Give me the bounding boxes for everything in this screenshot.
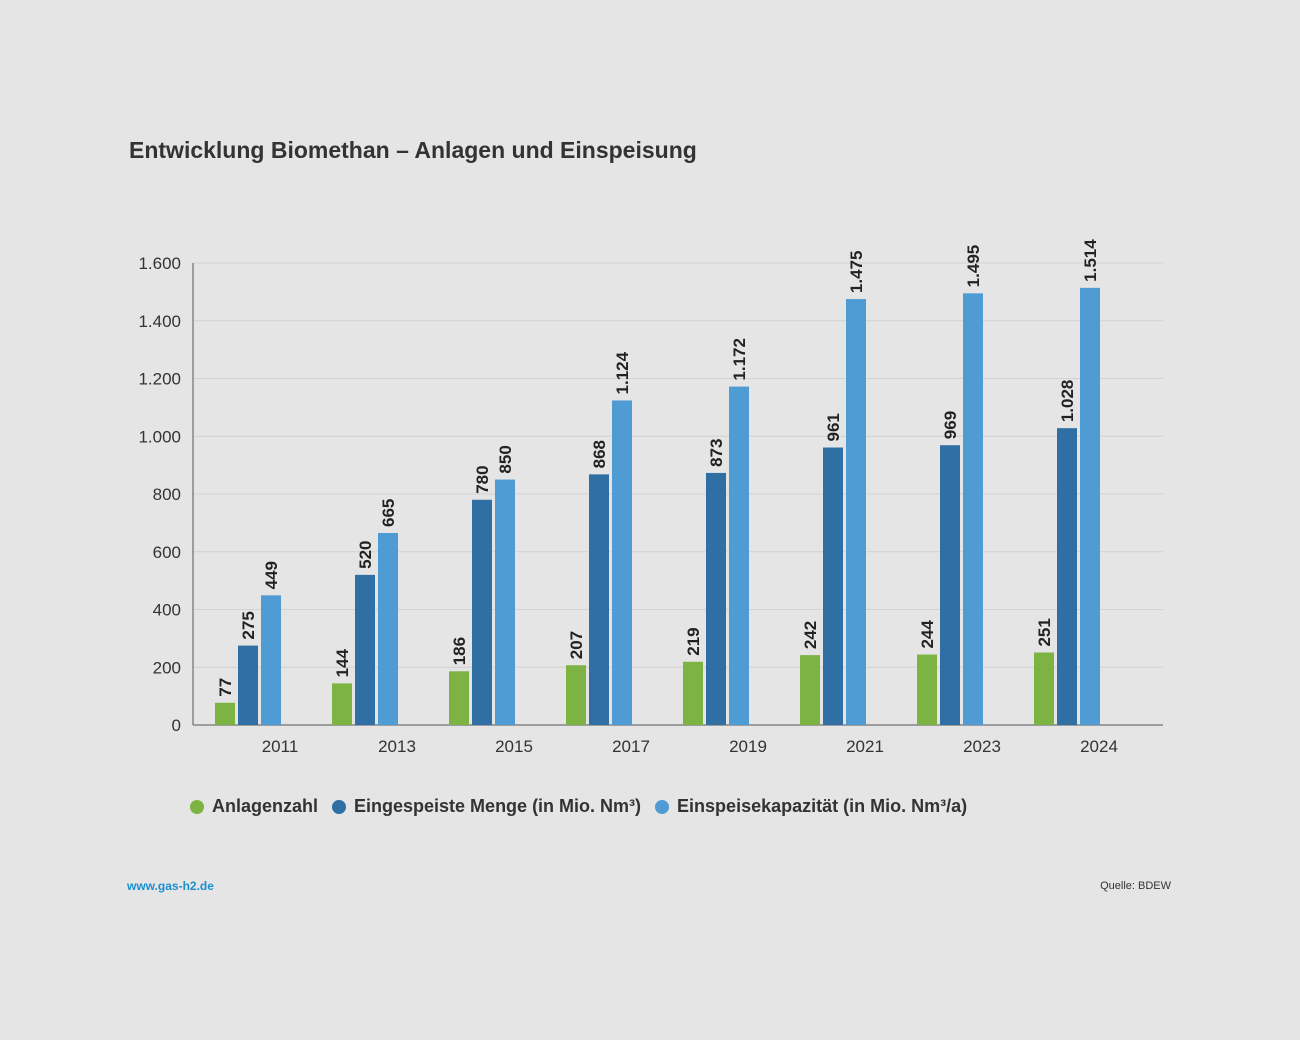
bar-2024-series-2 — [1080, 287, 1100, 725]
data-label-2013-series-1: 520 — [356, 540, 375, 568]
y-tick-label: 0 — [172, 716, 181, 735]
data-label-2023-series-1: 969 — [941, 411, 960, 439]
bar-2023-series-0 — [917, 654, 937, 725]
bar-2013-series-0 — [332, 683, 352, 725]
legend-label-eingespeiste-menge: Eingespeiste Menge (in Mio. Nm³) — [354, 796, 642, 816]
data-label-2015-series-1: 780 — [473, 465, 492, 493]
data-label-2024-series-1: 1.028 — [1058, 380, 1077, 423]
data-label-2023-series-0: 244 — [918, 620, 937, 649]
data-label-2011-series-2: 449 — [262, 561, 281, 589]
bar-2015-series-0 — [449, 671, 469, 725]
data-label-2015-series-2: 850 — [496, 445, 515, 473]
legend-swatch-einspeisekapazitaet — [655, 799, 670, 814]
bar-2017-series-2 — [612, 400, 632, 725]
y-tick-label: 200 — [153, 658, 181, 677]
data-label-2013-series-2: 665 — [379, 499, 398, 527]
bar-2015-series-2 — [495, 479, 515, 725]
data-label-2017-series-1: 868 — [590, 440, 609, 468]
chart-legend: Anlagenzahl Eingespeiste Menge (in Mio. … — [190, 796, 981, 817]
bar-2023-series-2 — [963, 293, 983, 725]
legend-swatch-anlagenzahl — [190, 799, 204, 814]
bar-2023-series-1 — [940, 445, 960, 725]
data-label-2019-series-0: 219 — [684, 627, 703, 655]
bar-2019-series-1 — [706, 472, 726, 725]
y-tick-label: 1.000 — [138, 427, 181, 446]
x-tick-label: 2024 — [1080, 737, 1118, 756]
x-tick-label: 2023 — [963, 737, 1001, 756]
y-tick-label: 400 — [153, 601, 181, 620]
data-label-2024-series-2: 1.514 — [1081, 239, 1100, 282]
legend-label-anlagenzahl: Anlagenzahl — [212, 796, 319, 816]
data-label-2024-series-0: 251 — [1035, 618, 1054, 646]
legend-swatch-eingespeiste-menge — [332, 799, 347, 814]
bar-2015-series-1 — [472, 499, 492, 725]
legend-item-einspeisekapazitaet: Einspeisekapazität (in Mio. Nm³/a) — [655, 796, 967, 817]
legend-label-einspeisekapazitaet: Einspeisekapazität (in Mio. Nm³/a) — [677, 796, 968, 816]
x-tick-label: 2021 — [846, 737, 884, 756]
data-label-2019-series-1: 873 — [707, 439, 726, 467]
x-tick-label: 2015 — [495, 737, 533, 756]
bar-2021-series-0 — [800, 655, 820, 725]
data-label-2019-series-2: 1.172 — [730, 338, 749, 381]
bar-2019-series-0 — [683, 661, 703, 725]
x-tick-label: 2011 — [262, 737, 299, 756]
x-tick-label: 2017 — [612, 737, 650, 756]
source-link[interactable]: www.gas-h2.de — [127, 879, 214, 893]
data-label-2021-series-2: 1.475 — [847, 251, 866, 294]
x-tick-label: 2013 — [378, 737, 416, 756]
x-tick-label: 2019 — [729, 737, 767, 756]
data-label-2017-series-2: 1.124 — [613, 351, 632, 394]
bar-2019-series-2 — [729, 386, 749, 725]
y-tick-label: 800 — [153, 485, 181, 504]
data-label-2011-series-0: 77 — [216, 678, 235, 697]
bar-2011-series-2 — [261, 595, 281, 725]
bar-2013-series-1 — [355, 574, 375, 725]
y-tick-label: 600 — [153, 543, 181, 562]
data-label-2015-series-0: 186 — [450, 637, 469, 665]
data-label-2011-series-1: 275 — [239, 611, 258, 639]
source-credit: Quelle: BDEW — [1100, 880, 1171, 892]
y-tick-label: 1.400 — [138, 312, 181, 331]
data-label-2021-series-1: 961 — [824, 413, 843, 441]
bar-2013-series-2 — [378, 532, 398, 725]
bar-2011-series-0 — [215, 702, 235, 725]
bar-2017-series-0 — [566, 665, 586, 725]
data-label-2013-series-0: 144 — [333, 649, 352, 678]
data-label-2023-series-2: 1.495 — [964, 245, 983, 288]
y-tick-label: 1.200 — [138, 370, 181, 389]
legend-item-eingespeiste-menge: Eingespeiste Menge (in Mio. Nm³) — [332, 796, 641, 817]
data-label-2021-series-0: 242 — [801, 621, 820, 649]
bar-2021-series-1 — [823, 447, 843, 725]
bar-2021-series-2 — [846, 299, 866, 725]
bar-2024-series-0 — [1034, 652, 1054, 725]
bar-2017-series-1 — [589, 474, 609, 725]
bar-2011-series-1 — [238, 645, 258, 725]
data-label-2017-series-0: 207 — [567, 631, 586, 659]
chart-title: Entwicklung Biomethan – Anlagen und Eins… — [129, 137, 697, 163]
bar-2024-series-1 — [1057, 428, 1077, 725]
y-tick-label: 1.600 — [138, 254, 181, 273]
legend-item-anlagenzahl: Anlagenzahl — [190, 796, 318, 817]
